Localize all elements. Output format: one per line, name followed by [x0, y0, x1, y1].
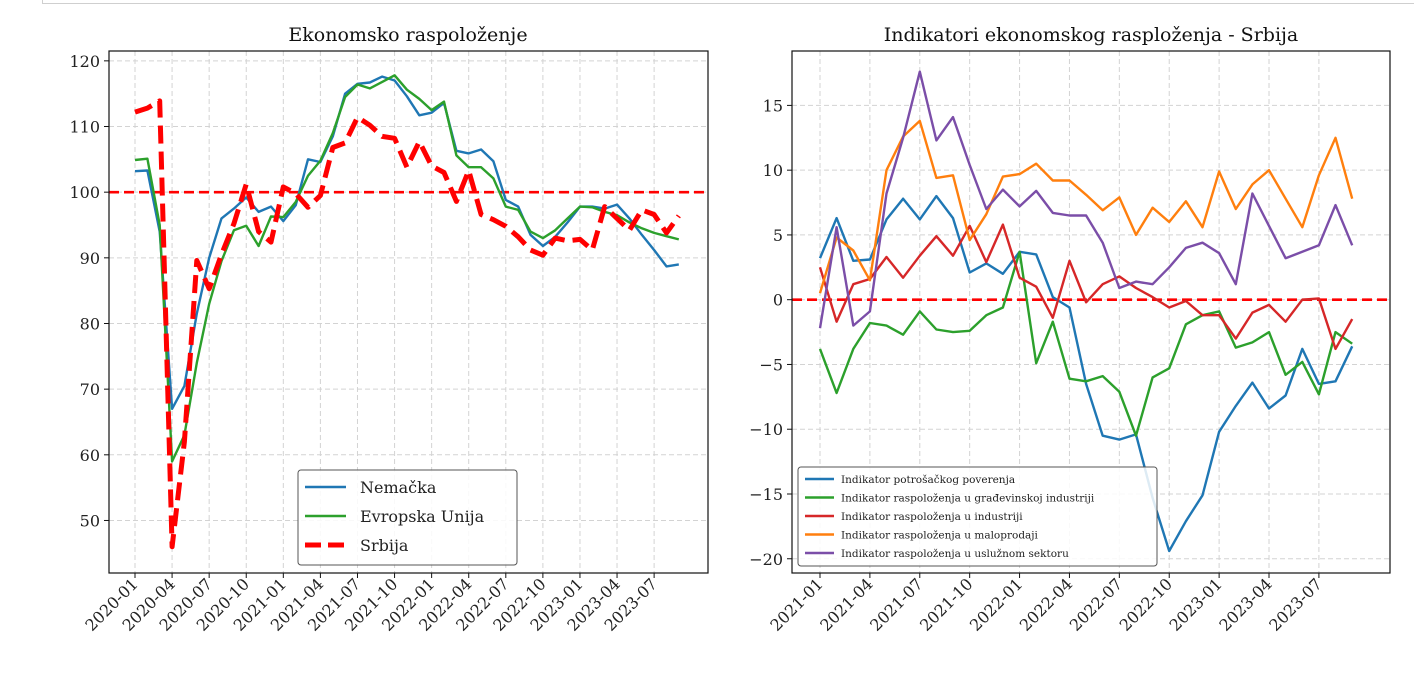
legend-label: Nemačka	[360, 478, 437, 497]
axes-frame	[108, 50, 709, 574]
y-tick-label: −10	[749, 420, 783, 439]
y-tick-label: −20	[749, 550, 783, 569]
x-tick-label: 2021-04	[816, 574, 876, 634]
chart-title: Indikatori ekonomskog rasploženja - Srbi…	[884, 24, 1299, 46]
legend-label: Indikator raspoloženja u industriji	[841, 511, 1023, 523]
y-tick-label: −5	[759, 355, 783, 374]
x-tick-label: 2021-01	[766, 574, 826, 634]
legend-box	[297, 469, 518, 566]
x-tick-label: 2022-04	[1016, 574, 1076, 634]
y-tick-label: 5	[773, 226, 783, 245]
series-line-2	[134, 98, 681, 550]
y-tick-label: 80	[80, 314, 100, 333]
chart-title: Ekonomsko raspoloženje	[288, 24, 527, 46]
series-line-1	[818, 250, 1353, 437]
y-tick-label: 90	[80, 249, 100, 268]
legend-box	[797, 466, 1158, 567]
series-line-2	[818, 223, 1354, 351]
legend-label: Indikator raspoloženja u uslužnom sektor…	[841, 548, 1069, 560]
x-tick-label: 2023-04	[1215, 574, 1275, 634]
series-line-4	[818, 70, 1354, 329]
x-tick-label: 2023-07	[1265, 574, 1325, 634]
output-cell-frame	[42, 0, 1414, 4]
legend: Indikator potrošačkog poverenja Indikator…	[797, 466, 1158, 567]
x-tick-label: 2023-01	[1166, 574, 1226, 634]
legend-label: Evropska Unija	[360, 507, 485, 526]
legend: Nemačka Evropska Unija Srbija	[297, 469, 518, 566]
legend-label: Indikator raspoloženja u maloprodaji	[841, 530, 1039, 542]
x-tick-label: 2021-10	[916, 574, 976, 634]
y-tick-label: 110	[69, 118, 100, 137]
x-tick-label: 2022-10	[1116, 574, 1176, 634]
x-tick-label: 2021-07	[866, 574, 926, 634]
y-tick-label: 10	[763, 161, 783, 180]
y-tick-label: 0	[773, 291, 783, 310]
chart-ekonomsko-raspolozenje: Ekonomsko raspoloženje 50 60 70 80 90 100 110 1…	[69, 24, 709, 635]
x-tick-label: 2022-01	[966, 574, 1026, 634]
axes-frame	[791, 50, 1391, 574]
chart-indikatori-srbija: Indikatori ekonomskog rasploženja - Srbi…	[749, 24, 1391, 635]
y-tick-label: −15	[749, 485, 783, 504]
legend-label: Srbija	[360, 536, 409, 555]
y-tick-label: 70	[80, 380, 100, 399]
y-tick-label: 15	[763, 96, 783, 115]
y-tick-label: 60	[80, 446, 100, 465]
x-tick-label: 2022-07	[1066, 574, 1126, 634]
legend-label: Indikator raspoloženja u građevinskoj in…	[841, 493, 1095, 505]
legend-label: Indikator potrošačkog poverenja	[841, 473, 1015, 486]
y-tick-label: 50	[80, 511, 100, 530]
y-tick-label: 100	[69, 183, 100, 202]
y-tick-label: 120	[69, 52, 100, 71]
